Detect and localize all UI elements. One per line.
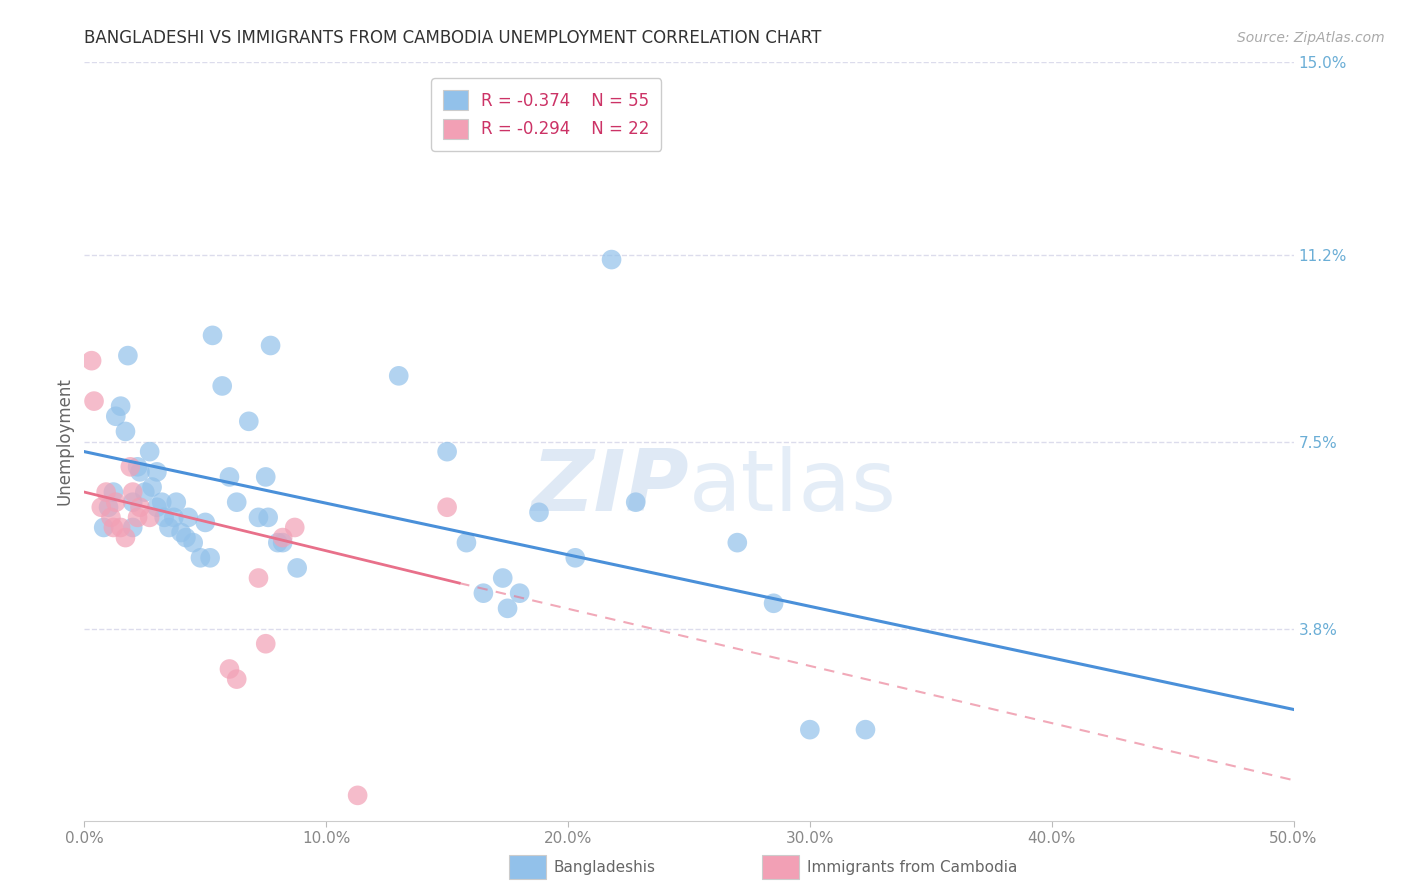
Point	[257, 510, 280, 524]
Point	[247, 571, 270, 585]
Text: Source: ZipAtlas.com: Source: ZipAtlas.com	[1237, 31, 1385, 45]
Text: Bangladeshis: Bangladeshis	[554, 860, 657, 874]
Point	[201, 328, 224, 343]
Text: BANGLADESHI VS IMMIGRANTS FROM CAMBODIA UNEMPLOYMENT CORRELATION CHART: BANGLADESHI VS IMMIGRANTS FROM CAMBODIA …	[84, 29, 821, 47]
Point	[121, 485, 143, 500]
Point	[564, 550, 586, 565]
Legend: R = -0.374    N = 55, R = -0.294    N = 22: R = -0.374 N = 55, R = -0.294 N = 22	[432, 78, 661, 151]
Point	[285, 561, 308, 575]
Point	[600, 252, 623, 267]
Point	[472, 586, 495, 600]
Point	[170, 525, 193, 540]
Point	[194, 516, 217, 530]
Point	[799, 723, 821, 737]
Point	[127, 510, 149, 524]
Point	[127, 459, 149, 474]
Point	[762, 596, 785, 610]
Point	[93, 520, 115, 534]
Point	[121, 495, 143, 509]
Point	[267, 535, 290, 549]
Point	[225, 495, 247, 509]
Point	[509, 586, 531, 600]
Point	[218, 662, 240, 676]
Point	[174, 531, 197, 545]
Point	[129, 465, 152, 479]
Point	[165, 495, 187, 509]
Point	[346, 789, 368, 803]
Point	[259, 338, 281, 352]
Point	[238, 414, 260, 428]
Point	[150, 495, 173, 509]
Point	[624, 495, 647, 509]
Point	[129, 500, 152, 515]
Point	[211, 379, 233, 393]
Text: ZIP: ZIP	[531, 445, 689, 529]
Point	[254, 637, 277, 651]
Point	[254, 470, 277, 484]
Point	[80, 353, 103, 368]
Point	[855, 723, 877, 737]
Point	[163, 510, 186, 524]
Point	[271, 531, 294, 545]
Point	[97, 500, 120, 515]
Point	[177, 510, 200, 524]
Text: atlas: atlas	[689, 445, 897, 529]
Point	[456, 535, 478, 549]
Point	[121, 520, 143, 534]
Point	[198, 550, 221, 565]
Point	[181, 535, 204, 549]
Text: Immigrants from Cambodia: Immigrants from Cambodia	[807, 860, 1018, 874]
Point	[218, 470, 240, 484]
Point	[110, 399, 132, 413]
Point	[100, 510, 122, 524]
Point	[436, 444, 458, 458]
Point	[190, 550, 212, 565]
Point	[117, 349, 139, 363]
Point	[104, 495, 127, 509]
Point	[104, 409, 127, 424]
Point	[436, 500, 458, 515]
Point	[134, 485, 156, 500]
Point	[146, 500, 169, 515]
Point	[103, 520, 125, 534]
Point	[527, 505, 550, 519]
Point	[496, 601, 519, 615]
Point	[138, 444, 160, 458]
Point	[247, 510, 270, 524]
Point	[725, 535, 748, 549]
Point	[388, 368, 411, 383]
Point	[103, 485, 125, 500]
Point	[110, 520, 132, 534]
Point	[114, 531, 136, 545]
Point	[492, 571, 515, 585]
Point	[225, 672, 247, 686]
Point	[90, 500, 112, 515]
Point	[114, 425, 136, 439]
Point	[141, 480, 163, 494]
Point	[83, 394, 105, 409]
Point	[157, 520, 180, 534]
Point	[138, 510, 160, 524]
Y-axis label: Unemployment: Unemployment	[55, 377, 73, 506]
Point	[94, 485, 117, 500]
Point	[284, 520, 307, 534]
Point	[153, 510, 176, 524]
Point	[120, 459, 142, 474]
Point	[146, 465, 169, 479]
Point	[271, 535, 294, 549]
